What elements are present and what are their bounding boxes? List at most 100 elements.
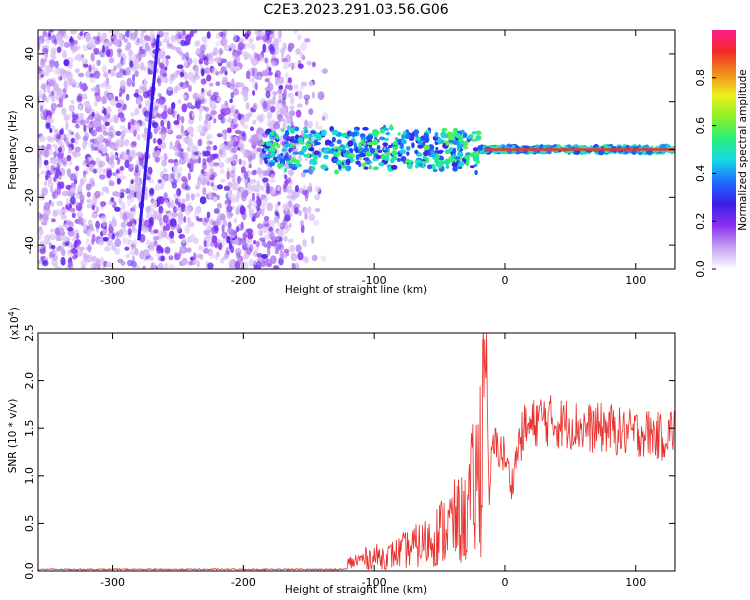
noise-cell [293, 203, 300, 210]
noise-cell [106, 262, 113, 268]
noise-cell [116, 30, 120, 37]
noise-cell [123, 230, 128, 236]
noise-cell [193, 252, 197, 261]
signal-cell [323, 148, 328, 154]
noise-cell [73, 232, 77, 238]
signal-cell [334, 169, 340, 175]
noise-cell [197, 139, 202, 147]
noise-cell [289, 169, 294, 177]
noise-cell [50, 102, 57, 111]
noise-cell [50, 169, 57, 175]
noise-cell [215, 252, 219, 261]
noise-cell [249, 126, 255, 131]
signal-cell [327, 147, 331, 151]
signal-cell [377, 149, 383, 154]
signal-cell [439, 160, 445, 166]
noise-cell [201, 36, 208, 43]
noise-cell [221, 162, 225, 168]
noise-cell [43, 108, 49, 118]
noise-cell [99, 160, 106, 168]
noise-cell [68, 159, 73, 166]
noise-cell [281, 100, 287, 108]
noise-cell [186, 146, 191, 152]
noise-cell [47, 181, 54, 188]
noise-cell [38, 65, 42, 73]
noise-cell [134, 107, 140, 116]
noise-cell [194, 100, 201, 109]
signal-cell [302, 169, 310, 173]
noise-cell [259, 237, 266, 242]
noise-cell [80, 259, 88, 267]
noise-cell [131, 66, 137, 72]
noise-cell [233, 58, 238, 68]
signal-cell [455, 156, 461, 160]
noise-cell [187, 202, 193, 211]
signal-cell [284, 143, 291, 148]
noise-cell [143, 77, 147, 87]
noise-cell [313, 220, 320, 226]
colorbar-gradient [712, 30, 736, 269]
noise-cell [177, 150, 183, 158]
noise-cell [203, 217, 210, 223]
noise-cell [67, 226, 74, 232]
noise-cell [221, 231, 228, 239]
noise-cell [288, 62, 294, 68]
noise-cell [235, 248, 242, 257]
noise-cell [269, 178, 276, 183]
noise-cell [163, 76, 168, 84]
noise-cell [108, 57, 115, 64]
signal-cell [293, 159, 296, 164]
signal-cell [456, 134, 463, 139]
signal-cell [367, 134, 374, 140]
noise-cell [281, 51, 284, 59]
noise-cell [90, 43, 97, 49]
noise-cell [156, 126, 161, 131]
noise-cell [186, 102, 193, 109]
noise-cell [232, 88, 240, 96]
noise-cell [93, 146, 99, 151]
noise-cell [93, 260, 101, 269]
signal-cell [350, 132, 357, 137]
noise-cell [70, 187, 76, 193]
signal-cell [289, 159, 293, 164]
noise-cell [153, 229, 159, 234]
noise-cell [41, 245, 45, 254]
noise-cell [128, 183, 134, 192]
noise-cell [289, 244, 296, 253]
noise-cell [174, 161, 181, 166]
noise-cell [251, 138, 258, 147]
signal-cell [462, 132, 468, 139]
noise-cell [246, 228, 254, 234]
noise-cell [269, 30, 275, 35]
snr-series [38, 333, 675, 571]
noise-cell [86, 103, 92, 109]
noise-cell [254, 82, 258, 91]
noise-cell [298, 209, 302, 216]
noise-cell [256, 114, 264, 122]
signal-cell [384, 152, 391, 156]
noise-cell [205, 112, 211, 121]
x-tick-label: 100 [625, 274, 646, 287]
noise-cell [317, 91, 325, 101]
noise-cell [231, 147, 237, 154]
noise-cell [86, 228, 92, 237]
noise-cell [227, 189, 232, 198]
noise-cell [298, 91, 303, 100]
noise-cell [273, 37, 279, 42]
y-tick-label: 2.5 [23, 324, 36, 342]
signal-cell [391, 164, 398, 170]
noise-cell [187, 216, 191, 224]
signal-cell [338, 164, 342, 170]
noise-cell [115, 102, 122, 108]
noise-cell [263, 215, 270, 222]
signal-cell [434, 131, 439, 138]
noise-cell [192, 92, 199, 100]
noise-cell [279, 250, 284, 260]
noise-cell [201, 87, 205, 93]
signal-cell [281, 128, 285, 132]
noise-cell [169, 141, 174, 150]
noise-cell [228, 157, 232, 163]
noise-cell [38, 217, 43, 223]
noise-cell [223, 131, 227, 141]
noise-cell [120, 116, 126, 123]
